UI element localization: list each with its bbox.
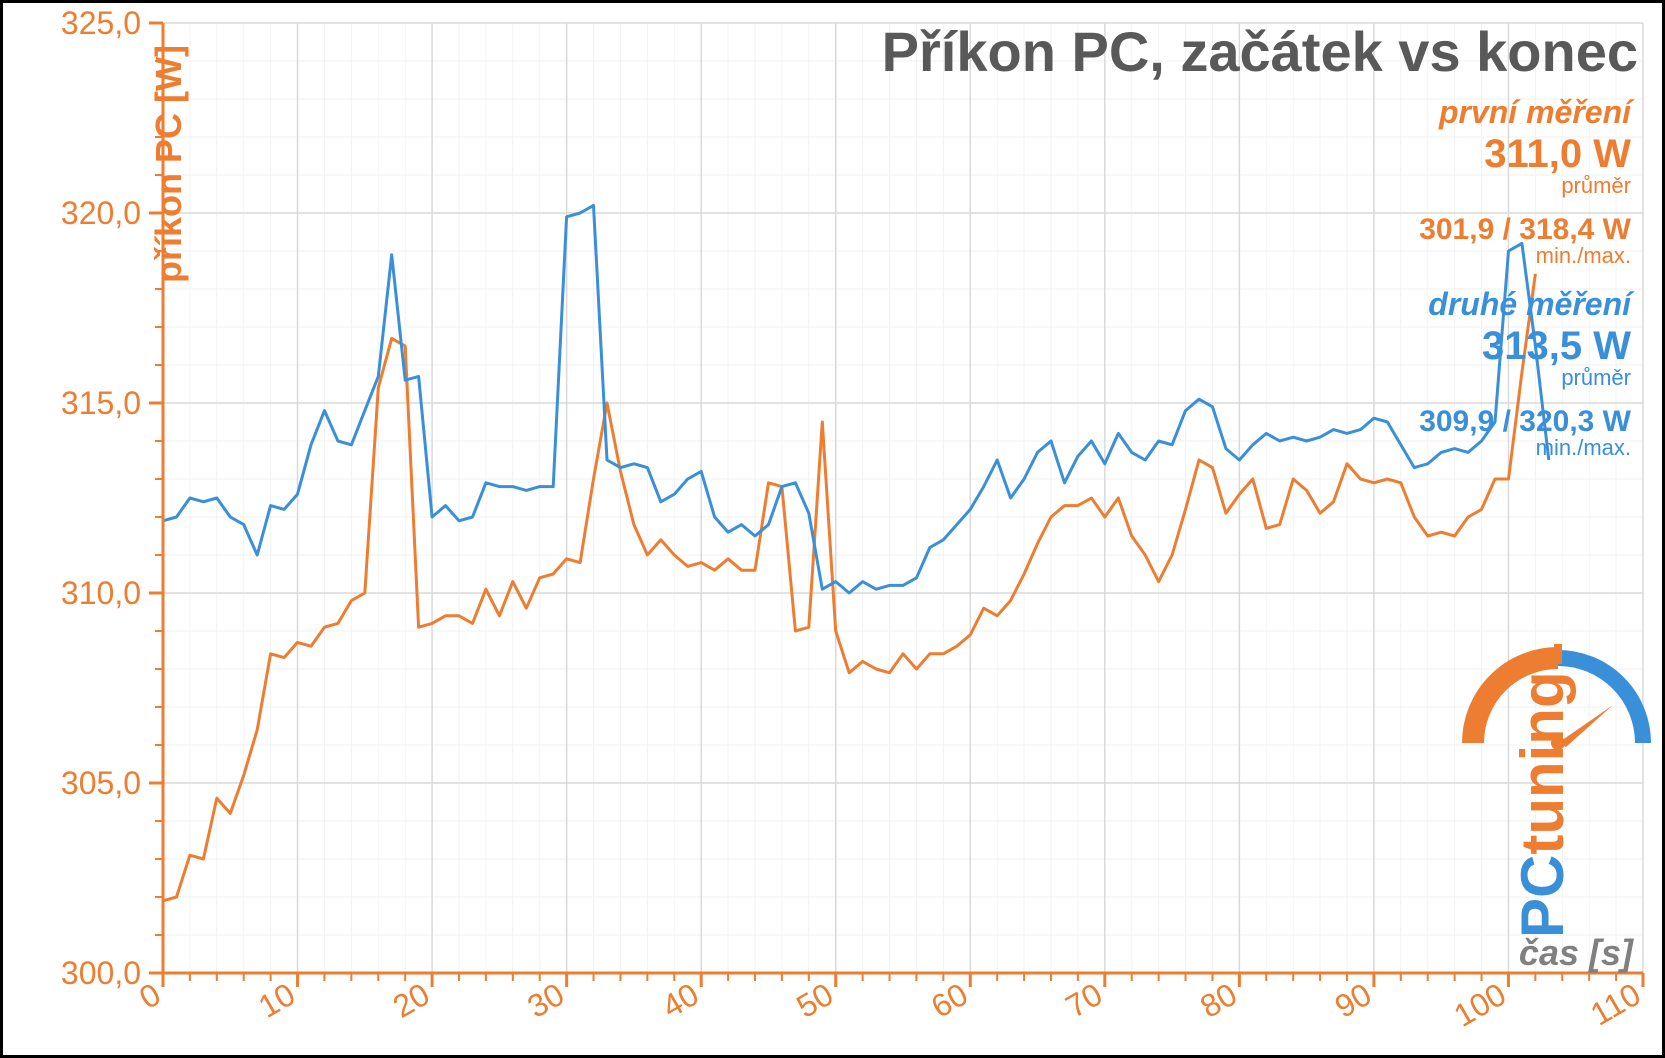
legend-minmax-sub-second: min./max. bbox=[1536, 435, 1631, 460]
chart-container: PCtuning300,0305,0310,0315,0320,0325,001… bbox=[0, 0, 1665, 1058]
legend-minmax-sub-first: min./max. bbox=[1536, 243, 1631, 268]
y-axis-title: příkon PC [W] bbox=[148, 45, 189, 283]
y-tick-label: 325,0 bbox=[61, 5, 141, 41]
legend-minmax-first: 301,9 / 318,4 W bbox=[1419, 213, 1631, 246]
legend-label-second: druhé měření bbox=[1428, 286, 1635, 322]
y-tick-label: 320,0 bbox=[61, 195, 141, 231]
y-tick-label: 305,0 bbox=[61, 765, 141, 801]
legend-avg-sub-second: průměr bbox=[1561, 365, 1631, 390]
legend-label-first: první měření bbox=[1438, 94, 1635, 130]
legend-avg-sub-first: průměr bbox=[1561, 173, 1631, 198]
y-tick-label: 310,0 bbox=[61, 575, 141, 611]
watermark-text: PCtuning bbox=[1509, 671, 1576, 938]
y-tick-label: 300,0 bbox=[61, 955, 141, 991]
chart-svg: PCtuning300,0305,0310,0315,0320,0325,001… bbox=[3, 3, 1662, 1055]
legend-minmax-second: 309,9 / 320,3 W bbox=[1419, 405, 1631, 438]
y-tick-label: 315,0 bbox=[61, 385, 141, 421]
legend-avg-second: 313,5 W bbox=[1482, 324, 1631, 368]
chart-title: Příkon PC, začátek vs konec bbox=[882, 20, 1638, 83]
legend-avg-first: 311,0 W bbox=[1484, 132, 1631, 176]
x-axis-title: čas [s] bbox=[1519, 932, 1634, 973]
